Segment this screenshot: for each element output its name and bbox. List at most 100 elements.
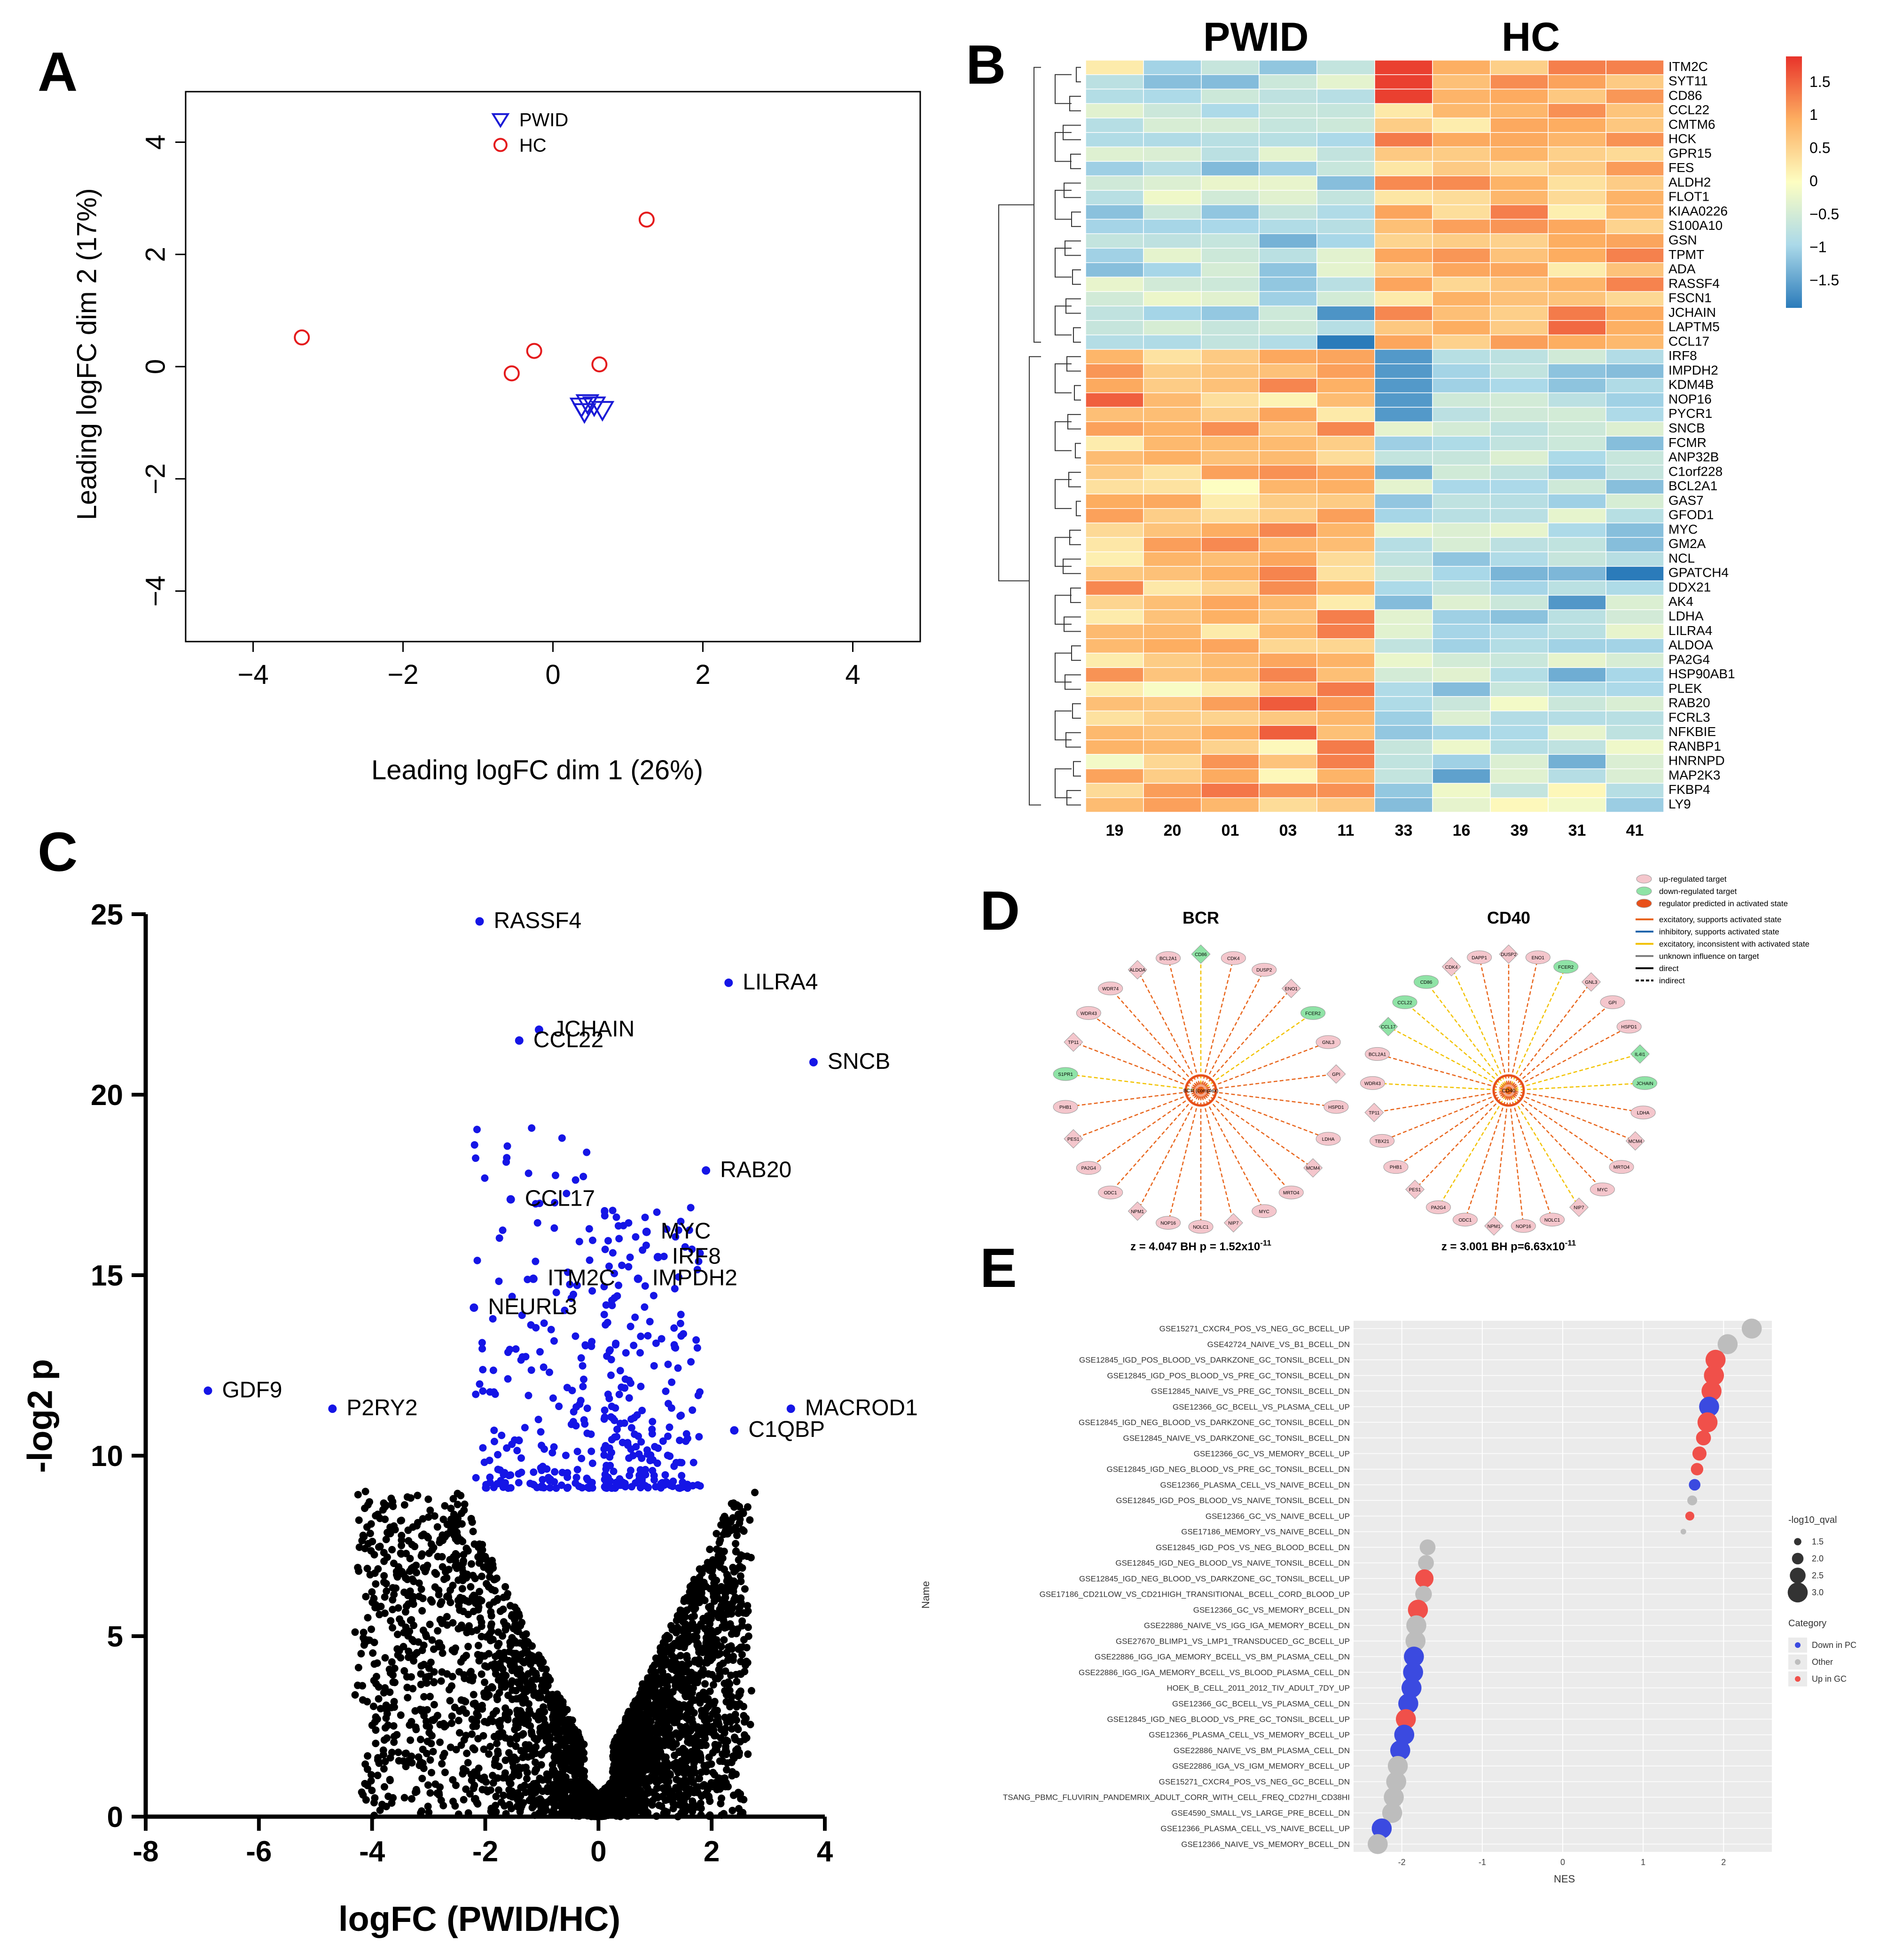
volcano-point (514, 1789, 522, 1797)
heatmap-cell (1374, 609, 1433, 625)
heatmap-row-label: ANP32B (1668, 450, 1719, 464)
volcano-point (666, 1771, 674, 1779)
heatmap-cell (1490, 609, 1549, 625)
volcano-point (448, 1712, 456, 1720)
heatmap-cell (1259, 161, 1317, 176)
volcano-point (730, 1754, 738, 1762)
volcano-point (364, 1501, 372, 1509)
volcano-point (364, 1636, 372, 1644)
volcano-point (519, 1730, 527, 1738)
volcano-point (459, 1576, 467, 1584)
volcano-point (368, 1625, 376, 1633)
volcano-point (539, 1682, 547, 1690)
heatmap-cell (1374, 710, 1433, 726)
volcano-point-significant (676, 1412, 684, 1420)
volcano-point (381, 1593, 389, 1601)
volcano-point-significant (687, 1204, 695, 1212)
volcano-point (440, 1749, 448, 1757)
volcano-point (381, 1684, 389, 1692)
volcano-labeled-point (634, 1274, 642, 1283)
heatmap-cell (1085, 508, 1144, 524)
volcano-points (204, 917, 818, 1820)
volcano-point (390, 1698, 398, 1706)
volcano-point (669, 1664, 677, 1672)
volcano-point (476, 1588, 484, 1596)
heatmap-cell (1605, 436, 1664, 451)
heatmap-cell (1085, 103, 1144, 118)
volcano-point-significant (601, 1246, 609, 1254)
heatmap-cell (1374, 132, 1433, 148)
volcano-point-significant (550, 1478, 558, 1486)
heatmap-cell (1259, 652, 1317, 668)
heatmap-cell (1548, 797, 1606, 813)
volcano-point (669, 1658, 677, 1666)
volcano-point-significant (530, 1468, 538, 1476)
volcano-point-significant (659, 1481, 667, 1489)
volcano-point (702, 1706, 710, 1714)
heatmap-cell (1605, 783, 1664, 798)
heatmap-cell (1085, 595, 1144, 610)
volcano-point (428, 1732, 436, 1740)
heatmap-cell (1490, 494, 1549, 509)
volcano-point (715, 1539, 723, 1547)
volcano-point (476, 1552, 484, 1560)
volcano-point (550, 1745, 558, 1753)
heatmap-cell (1374, 118, 1433, 133)
legend-pwid-marker (491, 113, 510, 128)
volcano-point (426, 1506, 434, 1514)
volcano-point (676, 1606, 684, 1614)
volcano-point (536, 1774, 544, 1782)
volcano-point (531, 1758, 539, 1766)
heatmap-cell (1316, 161, 1375, 176)
volcano-point (713, 1545, 721, 1553)
volcano-point (708, 1573, 716, 1581)
heatmap-cell (1201, 580, 1260, 596)
heatmap-cell (1316, 754, 1375, 769)
volcano-point (394, 1651, 402, 1659)
volcano-point (481, 1552, 489, 1560)
volcano-point (392, 1568, 400, 1576)
volcano-point (681, 1692, 689, 1700)
heatmap-cell (1432, 508, 1491, 524)
heatmap-cell (1374, 667, 1433, 682)
volcano-point (375, 1543, 383, 1551)
heatmap-cell (1316, 696, 1375, 712)
heatmap-col-label: 31 (1568, 822, 1586, 839)
heatmap-cell (1143, 682, 1202, 697)
heatmap-scale-tick-label: 0 (1809, 172, 1818, 189)
volcano-point-significant (649, 1418, 657, 1426)
volcano-point (382, 1580, 390, 1588)
volcano-point (386, 1776, 394, 1784)
volcano-point (502, 1672, 510, 1680)
heatmap-cell (1605, 580, 1664, 596)
volcano-point (389, 1794, 397, 1802)
heatmap-cell (1259, 248, 1317, 263)
volcano-point-significant (569, 1290, 577, 1298)
heatmap-cell (1201, 74, 1260, 90)
heatmap-cell (1259, 797, 1317, 813)
volcano-point (703, 1720, 711, 1728)
heatmap-cell (1259, 580, 1317, 596)
volcano-point (686, 1786, 694, 1794)
heatmap-cell (1316, 132, 1375, 148)
volcano-point (734, 1745, 742, 1753)
volcano-point (580, 1772, 588, 1780)
heatmap-cell (1201, 233, 1260, 249)
volcano-point-label: LILRA4 (743, 970, 818, 995)
heatmap-row-label: FCRL3 (1668, 710, 1710, 724)
volcano-point (740, 1718, 748, 1726)
heatmap-row-label: RAB20 (1668, 696, 1710, 710)
volcano-point (370, 1639, 378, 1646)
volcano-point (523, 1679, 531, 1687)
volcano-point-significant (654, 1444, 662, 1452)
volcano-point-significant (583, 1404, 591, 1412)
heatmap-cell (1316, 638, 1375, 654)
volcano-point (572, 1769, 579, 1777)
volcano-point (494, 1676, 502, 1684)
heatmap-cell (1085, 190, 1144, 205)
volcano-point (398, 1542, 406, 1550)
heatmap-cell (1085, 682, 1144, 697)
volcano-x-tick-label: 4 (817, 1835, 833, 1868)
heatmap-cell (1548, 609, 1606, 625)
network-edge (1200, 1090, 1329, 1140)
